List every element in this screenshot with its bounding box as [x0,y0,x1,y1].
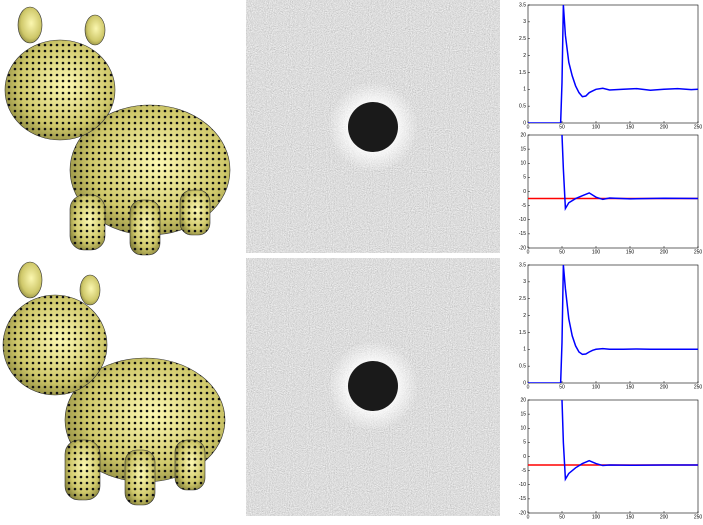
line-chart: 0 50 100 150 200 250 0 0.5 1 1.5 2 2.5 3 3.5 [519,2,702,130]
y-tick-label: -10 [519,217,526,223]
x-tick-label: 50 [559,249,565,255]
plot-frame [527,399,699,514]
plot-frame [527,134,699,249]
x-tick-label: 150 [626,384,635,390]
y-tick-label: 2 [523,53,526,59]
x-tick-label: 0 [527,249,530,255]
y-tick-label: 2.5 [519,36,526,42]
y-tick-label: -20 [519,510,526,516]
y-tick-label: 3.5 [519,2,526,8]
y-tick-label: 0 [523,189,526,195]
noise-image-top [246,0,500,253]
y-tick-label: 20 [520,132,526,138]
x-tick-label: 0 [527,124,530,130]
y-tick-label: -15 [519,496,526,502]
y-tick-label: 3 [523,19,526,25]
x-tick-label: 0 [527,384,530,390]
y-tick-label: 2 [523,313,526,319]
y-tick-label: 15 [520,146,526,152]
noise-image-bottom [246,258,500,516]
x-tick-label: 100 [592,384,601,390]
x-tick-label: 100 [592,514,601,520]
x-tick-label: 50 [559,124,565,130]
series-line [528,265,698,383]
y-tick-label: 0 [523,380,526,386]
y-tick-label: 20 [520,397,526,403]
line-chart: 0 50 100 150 200 250 -20 -15 -10 -5 0 5 10 15 20 [519,132,703,255]
x-tick-label: 150 [626,124,635,130]
y-tick-label: 5 [523,175,526,181]
y-tick-label: 0 [523,120,526,126]
x-tick-label: 150 [626,514,635,520]
x-tick-label: 200 [660,384,669,390]
series-line [561,400,698,482]
plot-frame [527,264,699,384]
x-tick-label: 250 [694,384,703,390]
x-tick-label: 200 [660,124,669,130]
cow-top [4,6,231,256]
x-tick-label: 250 [694,124,703,130]
y-tick-label: 10 [520,426,526,432]
line-chart: 0 50 100 150 200 250 0 0.5 1 1.5 2 2.5 3 3.5 [519,262,702,390]
y-tick-label: -5 [522,203,527,209]
y-tick-label: 0 [523,454,526,460]
y-tick-label: 3 [523,279,526,285]
y-tick-label: -15 [519,231,526,237]
x-tick-label: 200 [660,249,669,255]
x-tick-label: 100 [592,124,601,130]
x-tick-label: 50 [559,384,565,390]
y-tick-label: 0.5 [519,103,526,109]
y-tick-label: -20 [519,245,526,251]
x-tick-label: 250 [694,249,703,255]
line-chart: 0 50 100 150 200 250 -20 -15 -10 -5 0 5 10 15 20 [519,397,703,520]
x-tick-label: 100 [592,249,601,255]
y-tick-label: 2.5 [519,296,526,302]
y-tick-label: 1 [523,87,526,93]
series-line [561,135,698,211]
y-tick-label: 3.5 [519,262,526,268]
x-tick-label: 50 [559,514,565,520]
y-tick-label: -5 [522,468,527,474]
x-tick-label: 250 [694,514,703,520]
x-tick-label: 150 [626,249,635,255]
cow-bottom [2,261,226,506]
y-tick-label: 1.5 [519,70,526,76]
series-line [528,5,698,123]
y-tick-label: 10 [520,161,526,167]
x-tick-label: 200 [660,514,669,520]
y-tick-label: 0.5 [519,363,526,369]
y-tick-label: 5 [523,440,526,446]
plot-frame [527,4,699,124]
y-tick-label: 1.5 [519,330,526,336]
y-tick-label: 15 [520,411,526,417]
y-tick-label: 1 [523,347,526,353]
y-tick-label: -10 [519,482,526,488]
x-tick-label: 0 [527,514,530,520]
